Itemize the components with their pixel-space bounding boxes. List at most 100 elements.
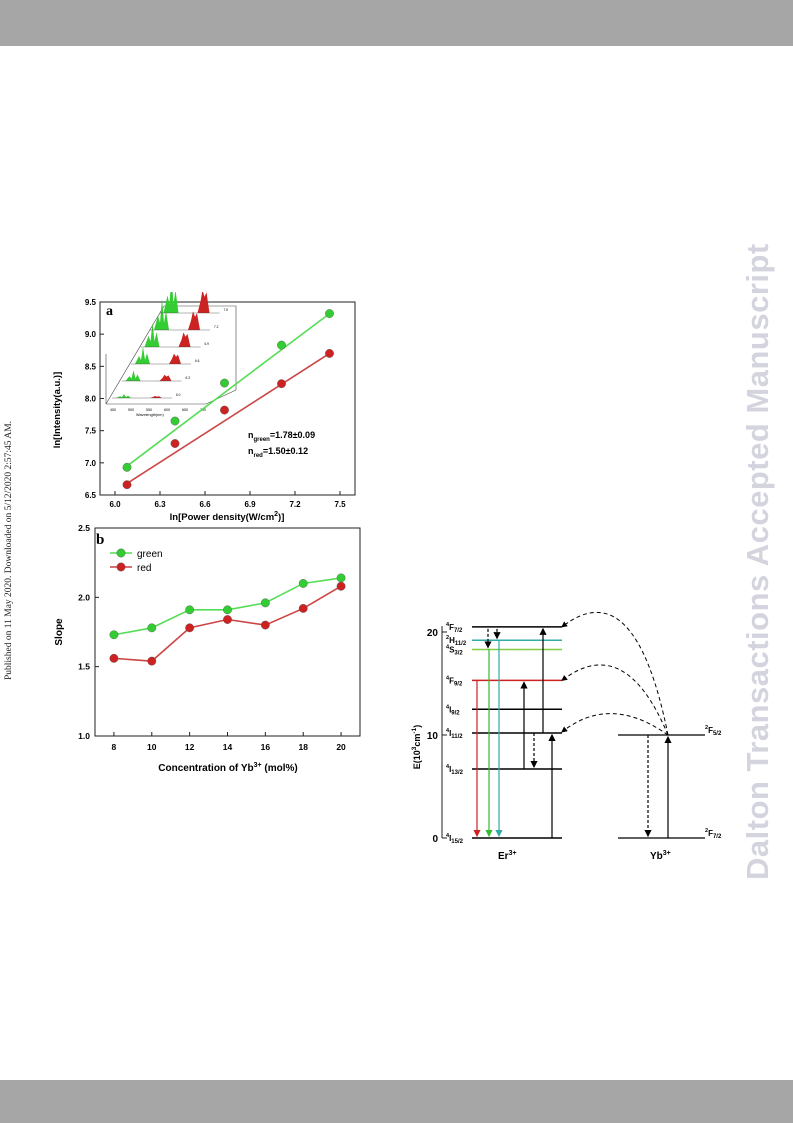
er-level-label: 4I15/2 — [446, 833, 464, 845]
figure-b-point — [185, 605, 195, 615]
top-gray-band — [0, 0, 793, 46]
figure-b-point — [109, 630, 119, 640]
figure-a-ytick-label: 8.0 — [85, 395, 97, 404]
inset-baseline — [106, 389, 237, 405]
legend-label: green — [137, 549, 163, 560]
energy-transfer-curve — [561, 713, 669, 736]
inset-xtick-label: 550 — [146, 408, 152, 412]
figure-b-legend: green red — [110, 548, 163, 574]
figure-b-ytick-label: 1.5 — [78, 662, 90, 672]
figure-b-xtick-label: 16 — [261, 742, 271, 752]
inset-xtick-label: 700 — [200, 408, 206, 412]
inset-red-peak — [159, 374, 172, 381]
inset-power-label: 6.3 — [186, 376, 191, 380]
legend-marker — [116, 562, 126, 572]
yb-ion-label: Yb3+ — [650, 850, 671, 862]
figure-a-fit-line — [126, 312, 330, 467]
figure-a-plot-frame — [99, 301, 356, 496]
energy-axis-label: E(103cm-1) — [411, 725, 422, 769]
inset-xtick-label: 600 — [164, 408, 170, 412]
inset-xtick-label: 500 — [128, 408, 134, 412]
figure-b-ytick-label: 2.5 — [78, 523, 90, 533]
figure-a-ytick-label: 7.0 — [85, 459, 97, 468]
figure-b-xtick-label: 10 — [147, 742, 157, 752]
figure-b-point — [223, 605, 232, 615]
inset-xtick-label: 450 — [110, 408, 116, 412]
published-note: Published on 11 May 2020. Downloaded on … — [4, 420, 14, 680]
figure-a-point — [325, 349, 334, 358]
figure-a-fit-line — [126, 352, 330, 485]
energy-ytick-label: 10 — [427, 731, 439, 742]
inset-green-peak — [135, 346, 150, 364]
inset-red-peak — [150, 396, 162, 398]
yb-level-label: 2F5/2 — [705, 725, 722, 737]
er-level-label: 4S3/2 — [446, 645, 463, 657]
figure-b-point — [298, 604, 308, 613]
figure-b-ylabel: Slope — [54, 618, 65, 646]
figure-b-point — [298, 579, 308, 588]
figure-b-slope-vs-concentration: 8 10 12 14 16 18 20 1.0 1.5 2.0 2.5 green red b Slo… — [54, 523, 361, 774]
figure-a-ytick-label: 9.5 — [85, 298, 97, 307]
figure-b-xtick-label: 18 — [298, 742, 308, 752]
inset-green-peak — [144, 322, 160, 347]
figure-a-point — [122, 462, 132, 472]
figure-a-power-dependence: 6.0 6.3 6.6 6.9 7.2 7.56.57.07.58.08.59.09.5 … — [52, 292, 356, 523]
inset-xtick-label: 650 — [182, 408, 188, 412]
inset-green-peak — [125, 370, 141, 381]
figure-b-point — [336, 581, 346, 591]
inset-red-peak — [197, 292, 210, 313]
inset-green-peak — [116, 394, 131, 398]
figure-b-point — [147, 656, 157, 666]
inset-red-peak — [169, 353, 181, 364]
figure-a-ytick-label: 9.0 — [85, 330, 97, 339]
figure-a-xlabel: ln[Power density(W/cm2)] — [170, 511, 285, 523]
er-level-label: 4F7/2 — [446, 622, 463, 634]
legend-label: red — [137, 563, 151, 574]
yb-level-label: 2F7/2 — [705, 828, 722, 840]
figure-a-point — [170, 416, 180, 426]
er-level-label: 4F9/2 — [446, 675, 463, 687]
figure-a-xtick-label: 6.6 — [199, 500, 211, 509]
figure-a-xtick-label: 6.9 — [244, 500, 256, 509]
figure-a-point — [325, 309, 334, 318]
figure-b-xtick-label: 12 — [185, 742, 195, 752]
bottom-gray-band — [0, 1080, 793, 1123]
figure-b-xtick-label: 8 — [112, 742, 117, 752]
figure-b-point — [336, 573, 346, 583]
legend-marker — [116, 548, 126, 558]
figure-b-point — [109, 653, 119, 663]
figure-a-inset-spectra: 450 500 550 600 650 700 Wavelength(nm) 6.0 6.3 6.… — [105, 292, 237, 417]
inset-xlabel: Wavelength(nm) — [136, 413, 164, 417]
figure-a-ytick-label: 8.5 — [85, 362, 97, 371]
figure-b-ytick-label: 1.0 — [78, 731, 90, 741]
inset-red-peak — [188, 311, 200, 330]
inset-power-label: 6.9 — [205, 342, 210, 346]
inset-green-peak — [163, 292, 179, 313]
figure-a-n-green-annotation: ngreen=1.78±0.09 — [248, 430, 315, 443]
inset-power-label: 7.2 — [214, 325, 219, 329]
figure-b-point — [260, 598, 270, 608]
figure-a-panel-label: a — [106, 304, 113, 319]
figure-a-n-red-annotation: nred=1.50±0.12 — [248, 446, 308, 459]
inset-power-label: 7.5 — [224, 308, 229, 312]
figure-b-point — [185, 623, 195, 633]
figure-a-xtick-label: 6.0 — [109, 500, 121, 509]
energy-ytick-label: 20 — [427, 628, 439, 639]
figure-a-point — [220, 378, 229, 388]
figure-b-point — [223, 615, 232, 624]
figure-a-point — [170, 439, 180, 448]
er-level-label: 4I11/2 — [446, 728, 463, 740]
energy-transfer-curve — [561, 612, 669, 736]
figure-a-ytick-label: 6.5 — [85, 491, 97, 500]
figure-a-ytick-label: 7.5 — [85, 427, 97, 436]
er-level-label: 4I13/2 — [446, 764, 464, 776]
figure-b-point — [147, 623, 157, 633]
figure-a-point — [122, 480, 132, 490]
er-ion-label: Er3+ — [498, 850, 517, 862]
er-level-label: 2H11/2 — [446, 635, 467, 647]
inset-green-peak — [154, 299, 169, 330]
inset-power-label: 6.0 — [176, 393, 181, 397]
figure-b-plot-frame — [94, 527, 361, 737]
figure-b-ytick-label: 2.0 — [78, 592, 90, 602]
